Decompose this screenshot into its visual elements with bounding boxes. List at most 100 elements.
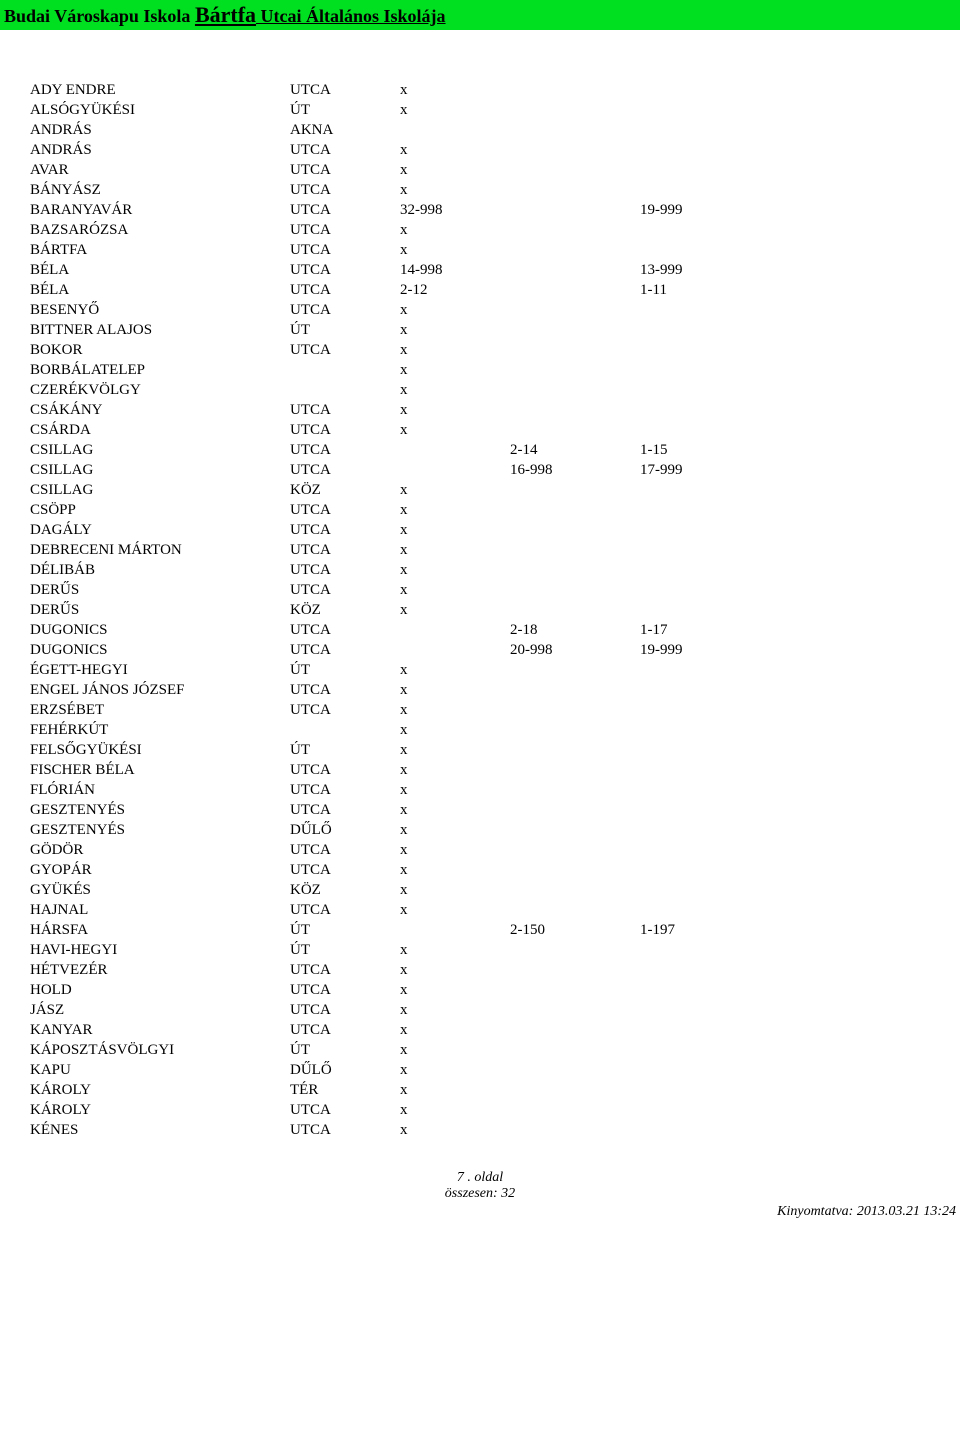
table-row: ENGEL JÁNOS JÓZSEFUTCAx: [30, 680, 760, 700]
cell: DERŰS: [30, 600, 290, 620]
cell: [510, 200, 640, 220]
cell: [510, 1120, 640, 1140]
cell: [510, 580, 640, 600]
cell: ÚT: [290, 940, 400, 960]
cell: [510, 660, 640, 680]
cell: DUGONICS: [30, 640, 290, 660]
cell: x: [400, 680, 510, 700]
cell: [510, 360, 640, 380]
cell: UTCA: [290, 200, 400, 220]
table-row: ALSÓGYÜKÉSIÚTx: [30, 100, 760, 120]
cell: [510, 260, 640, 280]
cell: DŰLŐ: [290, 1060, 400, 1080]
cell: 1-197: [640, 920, 760, 940]
footer-page: 7 . oldal: [0, 1170, 960, 1186]
cell: ANDRÁS: [30, 140, 290, 160]
cell: CSILLAG: [30, 440, 290, 460]
table-row: AVARUTCAx: [30, 160, 760, 180]
street-table-container: ADY ENDREUTCAxALSÓGYÜKÉSIÚTxANDRÁSAKNAAN…: [0, 30, 960, 1140]
cell: x: [400, 1040, 510, 1060]
cell: UTCA: [290, 240, 400, 260]
table-row: KÁPOSZTÁSVÖLGYIÚTx: [30, 1040, 760, 1060]
cell: TÉR: [290, 1080, 400, 1100]
cell: [640, 220, 760, 240]
cell: x: [400, 600, 510, 620]
cell: [400, 640, 510, 660]
cell: 19-999: [640, 200, 760, 220]
table-row: ÉGETT-HEGYIÚTx: [30, 660, 760, 680]
header-suffix: Utcai Általános Iskolája: [256, 6, 446, 26]
cell: x: [400, 900, 510, 920]
cell: x: [400, 1080, 510, 1100]
table-row: FISCHER BÉLAUTCAx: [30, 760, 760, 780]
cell: [510, 1100, 640, 1120]
table-row: GESZTENYÉSDŰLŐx: [30, 820, 760, 840]
cell: [640, 320, 760, 340]
table-row: BAZSARÓZSAUTCAx: [30, 220, 760, 240]
cell: CSILLAG: [30, 480, 290, 500]
cell: [400, 460, 510, 480]
cell: ÉGETT-HEGYI: [30, 660, 290, 680]
cell: x: [400, 180, 510, 200]
cell: 1-15: [640, 440, 760, 460]
cell: x: [400, 320, 510, 340]
cell: x: [400, 560, 510, 580]
cell: 2-18: [510, 620, 640, 640]
table-row: BITTNER ALAJOSÚTx: [30, 320, 760, 340]
table-row: CSÁRDAUTCAx: [30, 420, 760, 440]
cell: CSÁKÁNY: [30, 400, 290, 420]
cell: [510, 900, 640, 920]
cell: [290, 360, 400, 380]
cell: UTCA: [290, 840, 400, 860]
cell: UTCA: [290, 620, 400, 640]
cell: [640, 480, 760, 500]
cell: [510, 420, 640, 440]
table-row: DUGONICSUTCA20-99819-999: [30, 640, 760, 660]
cell: [640, 420, 760, 440]
header-main: Bártfa: [195, 2, 256, 27]
cell: 1-11: [640, 280, 760, 300]
cell: GESZTENYÉS: [30, 800, 290, 820]
cell: [640, 1040, 760, 1060]
cell: x: [400, 380, 510, 400]
cell: x: [400, 540, 510, 560]
cell: KÖZ: [290, 480, 400, 500]
cell: x: [400, 360, 510, 380]
cell: UTCA: [290, 80, 400, 100]
cell: AKNA: [290, 120, 400, 140]
table-row: GYÜKÉSKÖZx: [30, 880, 760, 900]
cell: [640, 1000, 760, 1020]
cell: FLÓRIÁN: [30, 780, 290, 800]
cell: ÚT: [290, 660, 400, 680]
cell: 2-12: [400, 280, 510, 300]
cell: x: [400, 520, 510, 540]
cell: UTCA: [290, 580, 400, 600]
table-row: BESENYŐUTCAx: [30, 300, 760, 320]
cell: [640, 740, 760, 760]
cell: 2-150: [510, 920, 640, 940]
cell: UTCA: [290, 540, 400, 560]
cell: ALSÓGYÜKÉSI: [30, 100, 290, 120]
street-table: ADY ENDREUTCAxALSÓGYÜKÉSIÚTxANDRÁSAKNAAN…: [30, 80, 760, 1140]
page-header: Budai Városkapu Iskola Bártfa Utcai Álta…: [0, 0, 960, 30]
cell: 20-998: [510, 640, 640, 660]
cell: [510, 560, 640, 580]
cell: [510, 700, 640, 720]
cell: [510, 100, 640, 120]
cell: [400, 920, 510, 940]
cell: [510, 880, 640, 900]
cell: [640, 580, 760, 600]
cell: [510, 520, 640, 540]
cell: [640, 660, 760, 680]
cell: UTCA: [290, 420, 400, 440]
table-row: KÁROLYTÉRx: [30, 1080, 760, 1100]
cell: KÖZ: [290, 880, 400, 900]
cell: ERZSÉBET: [30, 700, 290, 720]
cell: x: [400, 700, 510, 720]
cell: [510, 1020, 640, 1040]
cell: [510, 300, 640, 320]
cell: ENGEL JÁNOS JÓZSEF: [30, 680, 290, 700]
cell: 13-999: [640, 260, 760, 280]
cell: UTCA: [290, 460, 400, 480]
cell: [640, 760, 760, 780]
